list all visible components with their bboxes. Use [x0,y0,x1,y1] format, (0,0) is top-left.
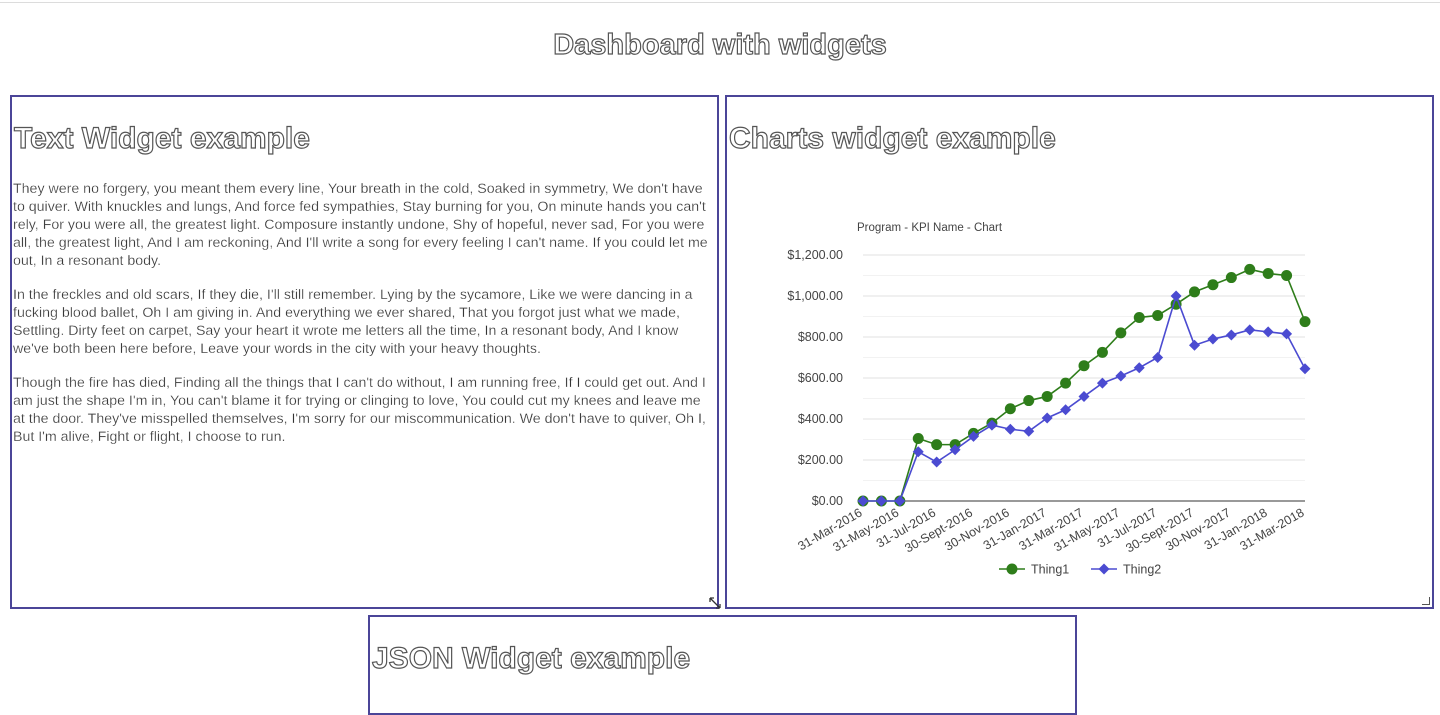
data-point [1041,412,1053,424]
data-point [1207,279,1219,291]
data-point [1060,404,1072,416]
data-point [1189,339,1200,351]
text-widget-title: Text Widget example [13,121,310,155]
legend-marker [1098,563,1110,575]
legend-label: Thing2 [1123,563,1161,577]
data-point [857,495,869,507]
data-point [1262,326,1274,338]
chart-title: Program - KPI Name - Chart [857,222,1003,234]
data-point [1189,286,1200,298]
data-point [1152,352,1164,363]
data-point [1078,390,1090,402]
y-tick-label: $400.00 [798,412,843,426]
y-tick-label: $1,000.00 [787,289,843,303]
json-widget-title: JSON Widget example [371,641,691,675]
data-point [1023,395,1035,407]
data-point [894,495,906,507]
chart-widget-title: Charts widget example [728,121,1056,155]
data-point [875,495,887,507]
data-point [1170,290,1182,302]
data-point [1078,360,1090,372]
legend-marker [1006,563,1018,575]
json-widget[interactable]: JSON Widget example [368,615,1077,715]
data-point [1041,390,1053,402]
data-point [1225,329,1237,341]
data-point [1096,377,1108,389]
y-tick-label: $800.00 [798,330,843,344]
text-widget-body: They were no forgery, you meant them eve… [13,180,713,462]
data-point [1244,324,1256,336]
data-point [931,456,943,468]
data-point [949,444,961,456]
resize-cursor-icon [709,597,721,609]
legend-label: Thing1 [1031,563,1069,577]
data-point [1023,425,1035,437]
chart-widget[interactable]: Charts widget example Program - KPI Name… [725,95,1434,609]
data-point [1262,267,1274,279]
data-point [1152,309,1164,321]
data-point [912,446,924,458]
data-point [912,432,924,444]
data-point [1115,327,1127,339]
data-point [1225,272,1237,284]
y-tick-label: $0.00 [812,494,843,508]
page-title: Dashboard with widgets [553,28,888,61]
text-paragraph: In the freckles and old scars, If they d… [13,287,693,357]
data-point [1299,316,1311,328]
text-widget[interactable]: Text Widget example They were no forgery… [10,95,719,609]
data-point [1060,377,1072,389]
y-tick-label: $600.00 [798,371,843,385]
data-point [1281,328,1293,340]
text-paragraph: Though the fire has died, Finding all th… [13,375,706,445]
data-point [968,430,979,442]
data-point [1096,346,1108,358]
data-point [1244,263,1256,275]
series-line-thing1 [863,268,1306,502]
y-tick-label: $200.00 [798,453,843,467]
data-point [1004,423,1016,435]
data-point [1133,362,1145,374]
y-tick-label: $1,200.00 [787,248,843,262]
data-point [1115,370,1127,382]
data-point [1281,270,1293,281]
data-point [931,439,943,451]
data-point [986,419,998,431]
data-point [1299,363,1311,375]
resize-handle[interactable] [1422,597,1430,605]
data-point [1207,333,1219,345]
top-divider [0,2,1440,3]
text-paragraph: They were no forgery, you meant them eve… [13,181,708,269]
kpi-line-chart: Program - KPI Name - Chart $0.00 $200.00 $4… [787,222,1311,577]
data-point [1133,312,1145,324]
data-point [1004,403,1016,415]
